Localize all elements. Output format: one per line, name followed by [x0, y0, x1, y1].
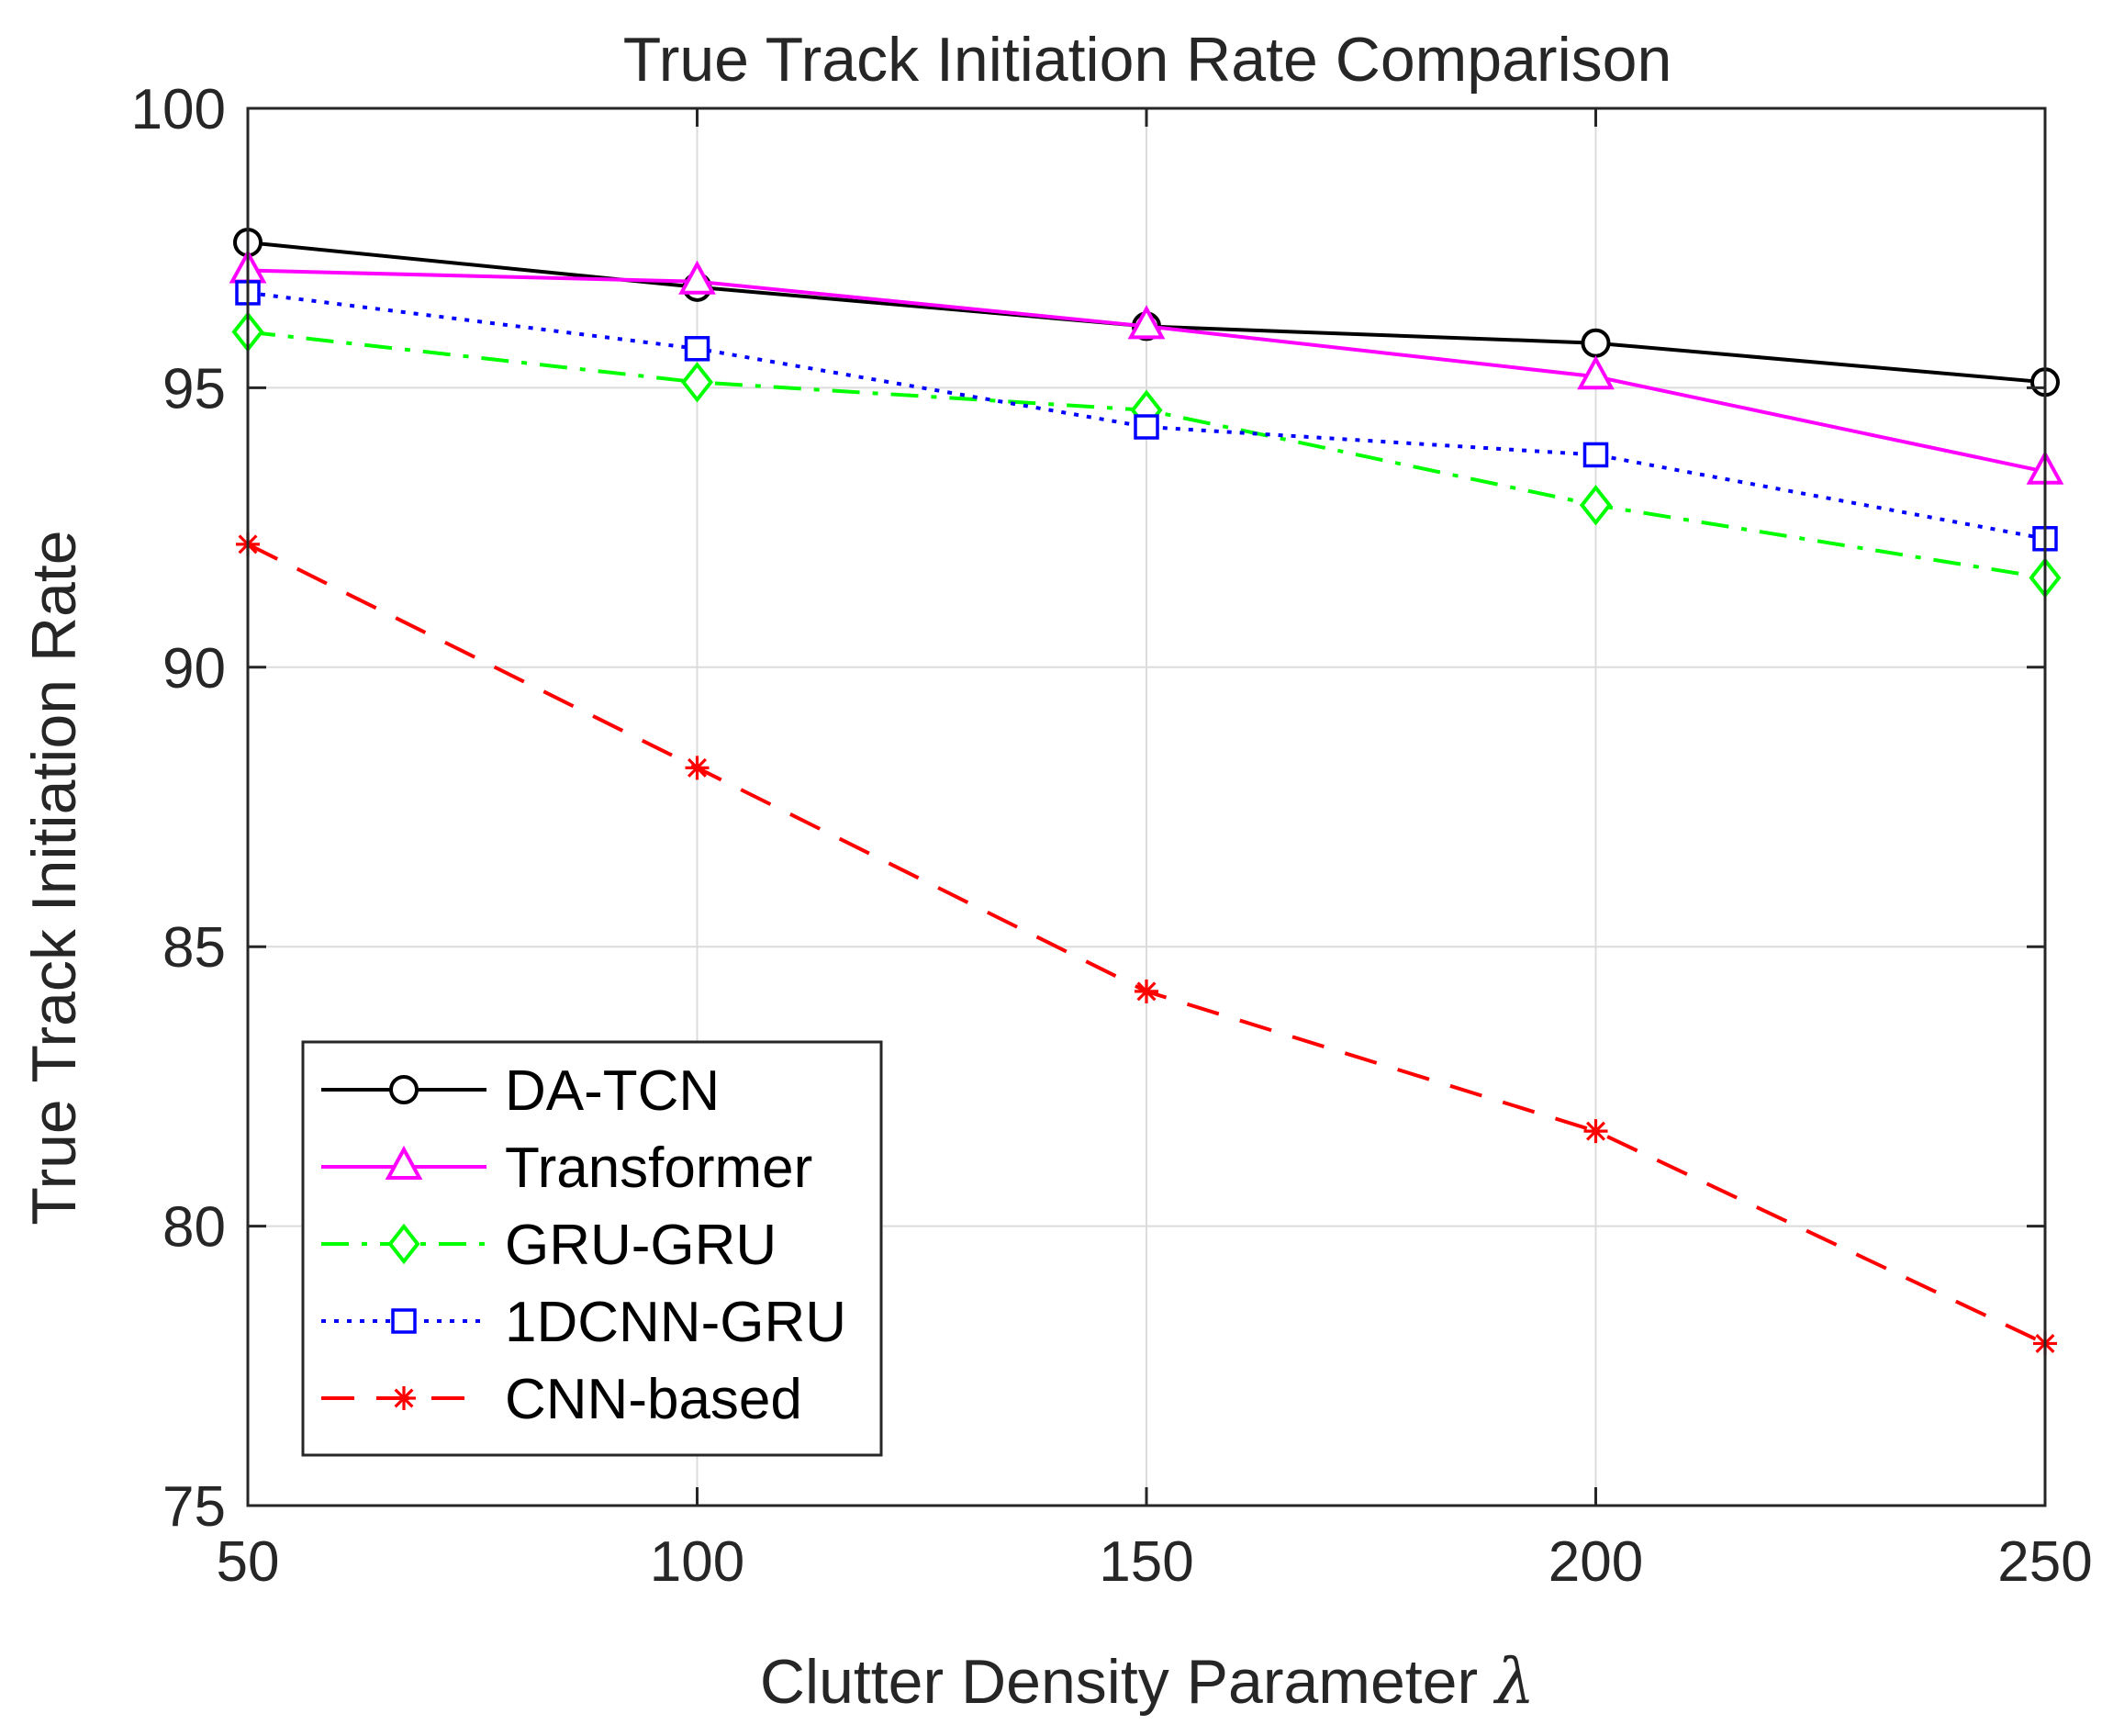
- legend: DA-TCN Transformer GRU-GRU 1DCNN-GRU CNN-bas…: [301, 1040, 883, 1457]
- y-tick-label: 80: [162, 1196, 226, 1260]
- x-tick-label: 100: [650, 1530, 744, 1594]
- data-point: [1582, 442, 1609, 468]
- legend-item: GRU-GRU: [321, 1214, 777, 1277]
- data-point: [1583, 1119, 1608, 1144]
- legend-marker: [392, 1386, 416, 1410]
- x-tick-label: 50: [217, 1530, 280, 1594]
- legend-item: Transformer: [321, 1137, 812, 1200]
- legend-item: CNN-based: [321, 1368, 802, 1431]
- y-tick-label: 90: [162, 637, 226, 700]
- series-cnn-based: [236, 532, 2057, 1356]
- x-axis-label-text: Clutter Density Parameter: [760, 1647, 1478, 1717]
- x-axis-label-symbol: λ: [1493, 1646, 1535, 1719]
- legend-marker: [385, 1145, 423, 1180]
- data-point: [1579, 485, 1613, 526]
- x-tick-label: 200: [1548, 1530, 1643, 1594]
- data-point: [1135, 979, 1158, 1003]
- chart-title: True Track Initiation Rate Comparison: [623, 25, 1672, 95]
- y-tick-label: 75: [162, 1475, 226, 1539]
- legend-label: DA-TCN: [505, 1059, 720, 1123]
- series-transformer: [229, 249, 2064, 485]
- legend-marker: [387, 1223, 420, 1265]
- axis-ticks: 50 100 150 200 250 75 80 85 90 95 100: [131, 78, 2093, 1594]
- legend-label: Transformer: [505, 1137, 812, 1200]
- data-point: [1577, 355, 1615, 390]
- data-point: [680, 362, 714, 403]
- data-point: [1127, 305, 1166, 340]
- legend-label: CNN-based: [505, 1368, 802, 1431]
- legend-label: GRU-GRU: [505, 1214, 777, 1277]
- data-point: [1134, 414, 1159, 440]
- legend-label: 1DCNN-GRU: [505, 1291, 846, 1354]
- y-tick-label: 100: [131, 78, 226, 141]
- y-axis-label: True Track Initiation Rate: [19, 530, 89, 1225]
- data-point: [1581, 328, 1611, 358]
- y-tick-label: 95: [162, 357, 226, 420]
- y-tick-label: 85: [162, 916, 226, 980]
- legend-marker: [391, 1308, 417, 1334]
- legend-item: 1DCNN-GRU: [321, 1291, 846, 1354]
- x-tick-label: 250: [1997, 1530, 2092, 1594]
- x-axis-label: Clutter Density Parameter λ: [760, 1646, 1535, 1719]
- x-tick-label: 150: [1099, 1530, 1193, 1594]
- data-point: [678, 260, 716, 295]
- legend-marker: [389, 1075, 419, 1104]
- data-point: [685, 756, 710, 780]
- legend-item: DA-TCN: [321, 1059, 720, 1123]
- plot-series: [229, 228, 2064, 1356]
- data-point: [684, 336, 710, 362]
